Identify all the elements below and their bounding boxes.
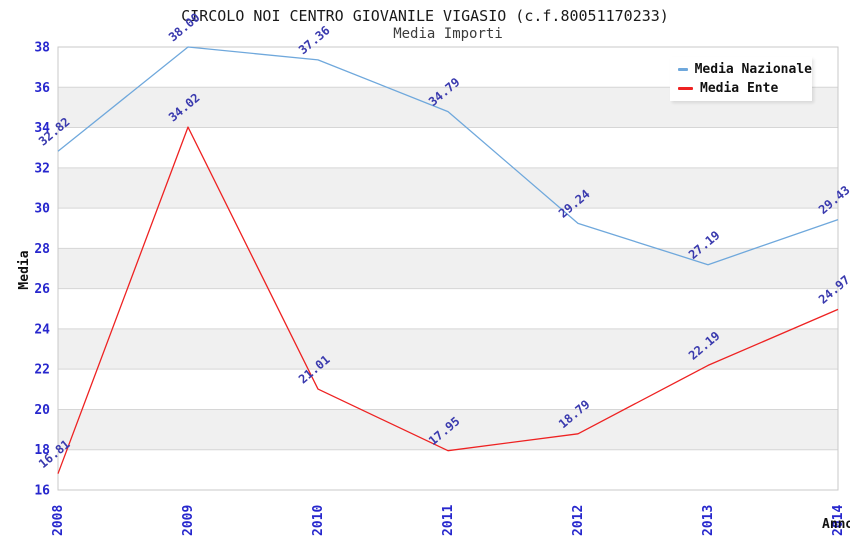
- x-tick-label: 2014: [831, 505, 846, 536]
- x-tick-label: 2008: [51, 505, 66, 536]
- y-tick-label: 24: [34, 322, 50, 337]
- y-axis-title: Media: [17, 250, 32, 290]
- legend-item: Media Ente: [678, 81, 812, 96]
- y-tick-label: 38: [34, 41, 50, 56]
- y-tick-label: 20: [34, 403, 50, 418]
- legend-item: Media Nazionale: [678, 62, 812, 77]
- legend-item-label: Media Nazionale: [694, 62, 812, 77]
- y-tick-label: 36: [34, 81, 50, 96]
- legend-swatch-line: [678, 68, 688, 71]
- legend-item-label: Media Ente: [700, 81, 779, 96]
- data-point-label: 38.00: [166, 10, 203, 44]
- chart-title: CIRCOLO NOI CENTRO GIOVANILE VIGASIO (c.…: [181, 7, 669, 25]
- x-tick-label: 2012: [571, 505, 586, 536]
- series-line-nazionale: [57, 46, 839, 266]
- chart-subtitle: Media Importi: [393, 26, 503, 42]
- y-tick-label: 32: [34, 161, 50, 176]
- x-tick-label: 2009: [181, 505, 196, 536]
- y-tick-label: 30: [34, 202, 50, 217]
- x-tick-label: 2010: [311, 505, 326, 536]
- legend-swatch-line: [678, 87, 693, 90]
- data-point-label: 37.36: [296, 23, 333, 57]
- series-line-ente: [57, 126, 839, 474]
- x-tick-label: 2011: [441, 505, 456, 536]
- y-tick-label: 16: [34, 484, 50, 499]
- y-tick-label: 22: [34, 363, 50, 378]
- y-tick-label: 26: [34, 282, 50, 297]
- y-tick-label: 18: [34, 443, 50, 458]
- grid-band: [58, 248, 838, 289]
- y-tick-label: 28: [34, 242, 50, 257]
- x-axis-title: Anno: [822, 517, 850, 532]
- y-tick-label: 34: [34, 121, 50, 136]
- legend-box: Media Nazionale Media Ente: [670, 57, 812, 101]
- x-tick-label: 2013: [701, 505, 716, 536]
- grid-band: [58, 328, 838, 370]
- grid-band: [58, 167, 838, 209]
- grid-band: [58, 409, 838, 450]
- plot-border: [57, 46, 839, 491]
